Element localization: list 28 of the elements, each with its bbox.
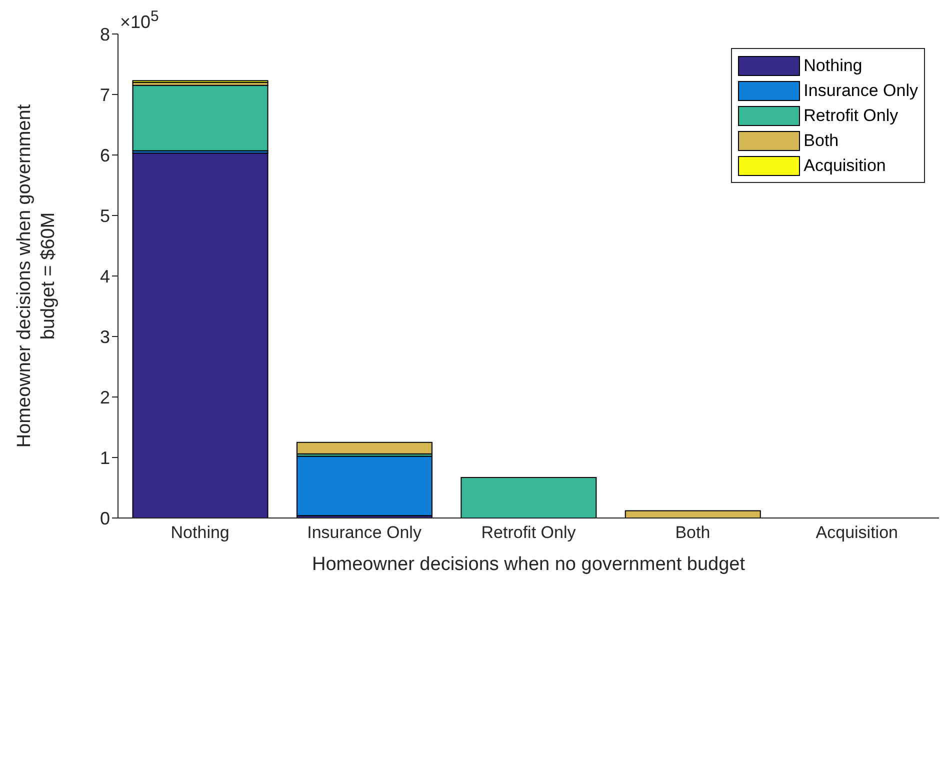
x-tick-label: Acquisition	[816, 523, 898, 542]
y-tick-label: 5	[100, 206, 110, 226]
bar	[132, 84, 268, 152]
y-tick-label: 1	[100, 448, 110, 468]
bar	[132, 152, 268, 518]
y-tick-label: 7	[100, 84, 110, 105]
text: ×10$^{5}$	[120, 8, 159, 33]
legend-label: Retrofit Only	[804, 106, 898, 126]
x-tick-label: Insurance Only	[307, 523, 422, 542]
bar	[296, 456, 432, 516]
bar	[296, 442, 432, 454]
y-tick-label: 3	[100, 326, 110, 347]
legend-label: Insurance Only	[804, 80, 918, 100]
x-tick-label: Retrofit Only	[481, 523, 576, 542]
y-axis-title: Homeowner decisions when government budget = $60M	[14, 104, 59, 448]
bar	[624, 510, 761, 518]
x-tick-label: Both	[675, 523, 710, 542]
bar	[460, 476, 597, 518]
legend-label: Nothing	[804, 56, 862, 76]
legend-label: Acquisition	[804, 156, 886, 176]
y-tick-label: 4	[100, 266, 110, 286]
y-tick-label: 0	[100, 508, 110, 528]
y-tick-label: 8	[100, 24, 110, 44]
legend-label: Both	[804, 130, 839, 150]
y-tick-label: 6	[100, 145, 110, 166]
x-tick-label: Nothing	[170, 523, 230, 542]
x-axis-title: Homeowner decisions when no government budget	[312, 554, 746, 575]
y-tick-label: 2	[100, 387, 110, 408]
